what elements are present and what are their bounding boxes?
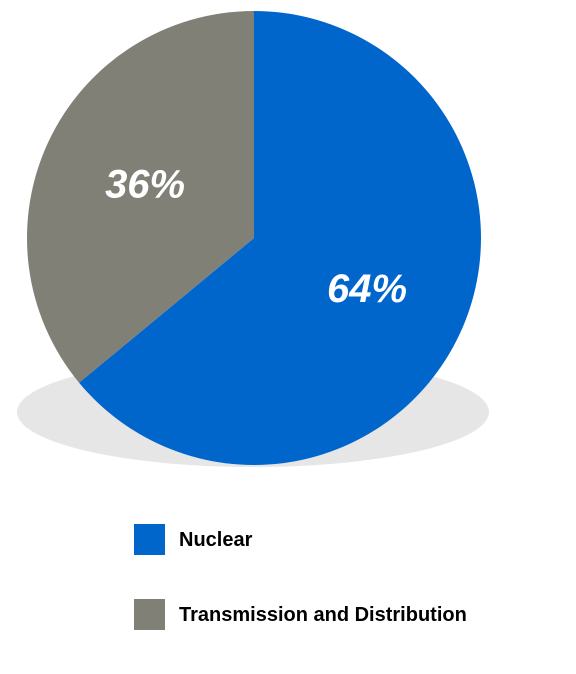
- legend-swatch-transmission-and-distribution: [134, 599, 165, 630]
- pie-slice-nuclear: [79, 11, 481, 466]
- pie-slice-label-nuclear: 64%: [327, 267, 407, 311]
- legend-label-transmission-and-distribution: Transmission and Distribution: [179, 604, 467, 626]
- legend-label-nuclear: Nuclear: [179, 529, 253, 551]
- pie-slice-transmission-and-distribution: [26, 10, 255, 383]
- pie-labels: 64% 36%: [105, 162, 407, 310]
- pie-chart: 64% 36%: [17, 10, 489, 467]
- pie-slice-label-transmission-and-distribution: 36%: [105, 162, 185, 206]
- pie-slices: [26, 10, 481, 466]
- legend-swatch-nuclear: [134, 524, 165, 555]
